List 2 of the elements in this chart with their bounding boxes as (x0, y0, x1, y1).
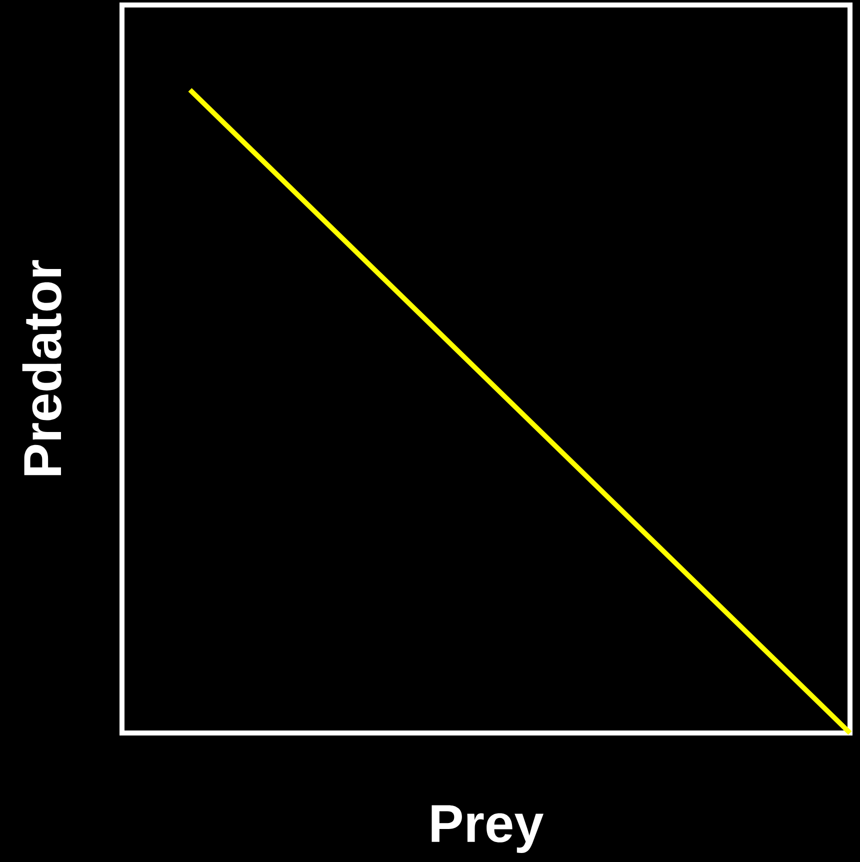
y-axis-title: Predator (22, 260, 62, 476)
x-axis-title: Prey (432, 805, 544, 853)
